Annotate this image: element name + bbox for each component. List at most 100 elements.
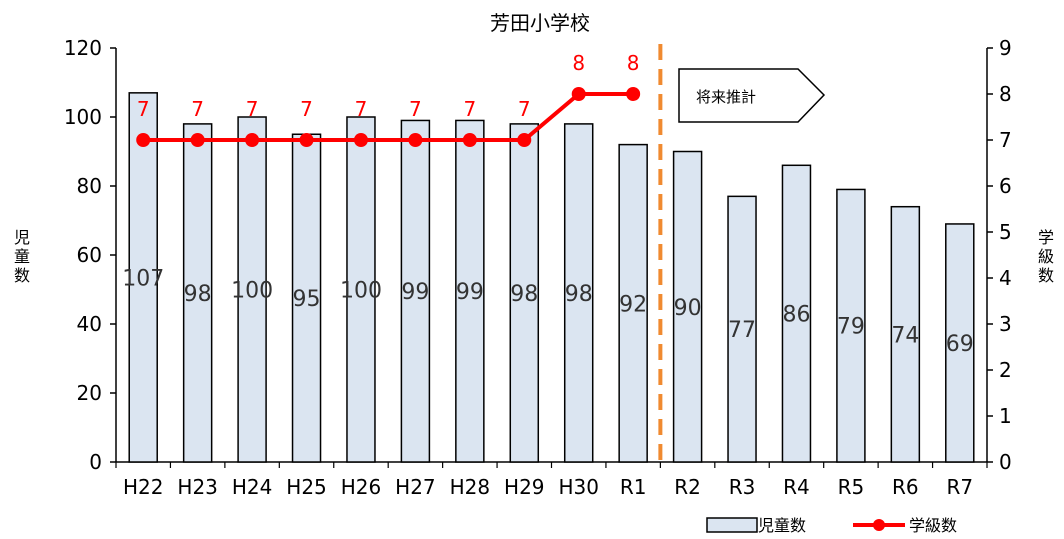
bar-R6 xyxy=(890,205,921,463)
y-left-tick-label: 0 xyxy=(89,450,102,474)
x-tick-label: H24 xyxy=(232,475,273,499)
line-value-label: 8 xyxy=(572,51,585,75)
bars xyxy=(128,92,975,463)
bar-R1 xyxy=(618,143,648,463)
x-tick-label: H28 xyxy=(450,475,491,499)
class-count-line: 7 7 7 7 7 7 7 7 8 8 xyxy=(136,51,641,147)
y-left-tick-label: 40 xyxy=(77,312,102,336)
x-tick-label: H22 xyxy=(123,475,164,499)
line-value-label: 7 xyxy=(191,97,204,121)
y-left-tick-label: 20 xyxy=(77,381,102,405)
line-point-H27 xyxy=(408,133,423,147)
bar-H25 xyxy=(291,133,322,463)
bar-H29 xyxy=(509,123,540,463)
bar-H30 xyxy=(563,123,594,463)
bar-H24 xyxy=(237,116,267,463)
line-point-H30 xyxy=(571,87,586,101)
legend-bar-swatch xyxy=(706,517,758,533)
bar-value-label: 98 xyxy=(565,282,593,307)
bar-value-label: 100 xyxy=(340,279,382,304)
x-tick-label: H25 xyxy=(286,475,327,499)
line-point-H25 xyxy=(299,133,314,147)
bar-R7 xyxy=(945,223,975,463)
forecast-callout: 将来推計 xyxy=(678,68,826,123)
chart-title: 芳田小学校 xyxy=(490,11,590,35)
line-value-label: 7 xyxy=(409,97,422,121)
callout-arrow xyxy=(678,68,826,123)
legend-bar-label: 児童数 xyxy=(758,516,806,535)
legend-line-label: 学級数 xyxy=(909,516,957,535)
y-right-tick-label: 1 xyxy=(999,404,1012,428)
bar-R3 xyxy=(727,195,757,463)
axes: 0 20 40 60 80 100 120 0 1 2 3 4 5 6 7 8 9 H22 H23 H24 H25 H26… xyxy=(14,36,1054,499)
y-right-axis-title: 学級数 xyxy=(1038,228,1054,285)
bar-value-label: 99 xyxy=(401,280,429,305)
x-tick-label: H23 xyxy=(177,475,218,499)
x-tick-label: H27 xyxy=(395,475,436,499)
x-tick-label: R7 xyxy=(946,475,973,499)
y-left-axis-title: 児童数 xyxy=(14,228,30,285)
line-value-label: 7 xyxy=(355,97,368,121)
y-right-tick-label: 9 xyxy=(999,36,1012,60)
y-left-tick-label: 60 xyxy=(77,243,102,267)
y-left-tick-label: 120 xyxy=(64,36,102,60)
bar-value-label: 69 xyxy=(946,332,974,357)
line-point-H26 xyxy=(353,133,368,147)
bar-H22 xyxy=(128,92,158,463)
y-right-tick-label: 3 xyxy=(999,312,1012,336)
bar-value-label: 98 xyxy=(184,282,212,307)
bar-value-label: 92 xyxy=(619,292,647,317)
bar-value-label: 100 xyxy=(231,279,273,304)
x-tick-label: H26 xyxy=(341,475,382,499)
line-point-H22 xyxy=(136,133,151,147)
y-right-tick-label: 7 xyxy=(999,128,1012,152)
line-value-label: 7 xyxy=(463,97,476,121)
line-point-R1 xyxy=(626,87,641,101)
legend-line-marker xyxy=(873,519,885,531)
y-left-tick-label: 80 xyxy=(77,174,102,198)
bar-value-label: 98 xyxy=(510,282,538,307)
bar-value-label: 77 xyxy=(728,318,756,343)
line-value-label: 8 xyxy=(627,51,640,75)
bar-value-label: 79 xyxy=(837,315,865,340)
x-tick-label: R2 xyxy=(674,475,701,499)
y-right-tick-label: 2 xyxy=(999,358,1012,382)
bar-R2 xyxy=(672,150,703,463)
bar-labels: 107 98 100 95 100 99 99 98 98 92 90 77 86 79 74 69 xyxy=(122,266,974,357)
x-tick-label: R5 xyxy=(838,475,865,499)
line-value-label: 7 xyxy=(518,97,531,121)
x-tick-label: R6 xyxy=(892,475,919,499)
bar-H23 xyxy=(182,123,213,463)
bar-H26 xyxy=(346,116,376,463)
bar-H28 xyxy=(455,119,485,463)
bar-value-label: 74 xyxy=(891,323,919,348)
y-right-tick-label: 5 xyxy=(999,220,1012,244)
line-point-H29 xyxy=(517,133,532,147)
x-tick-label: H30 xyxy=(558,475,599,499)
y-left-tick-label: 100 xyxy=(64,105,102,129)
bar-value-label: 90 xyxy=(674,296,702,321)
line-value-label: 7 xyxy=(137,97,150,121)
y-right-tick-label: 4 xyxy=(999,266,1012,290)
bar-R5 xyxy=(836,188,866,463)
line-value-label: 7 xyxy=(246,97,259,121)
y-right-tick-label: 6 xyxy=(999,174,1012,198)
bar-R4 xyxy=(781,164,812,463)
legend: 児童数 学級数 xyxy=(706,516,957,535)
line-value-label: 7 xyxy=(300,97,313,121)
y-right-tick-label: 0 xyxy=(999,450,1012,474)
line-point-H24 xyxy=(245,133,260,147)
x-tick-label: H29 xyxy=(504,475,545,499)
line-path xyxy=(143,92,634,142)
x-tick-label: R1 xyxy=(620,475,647,499)
callout-text: 将来推計 xyxy=(696,88,756,106)
bar-value-label: 107 xyxy=(122,266,164,291)
line-point-H28 xyxy=(462,133,477,147)
y-right-tick-label: 8 xyxy=(999,82,1012,106)
x-tick-label: R3 xyxy=(729,475,756,499)
x-tick-label: R4 xyxy=(783,475,810,499)
bar-value-label: 99 xyxy=(456,280,484,305)
bar-H27 xyxy=(400,119,431,463)
bar-value-label: 95 xyxy=(293,287,321,312)
